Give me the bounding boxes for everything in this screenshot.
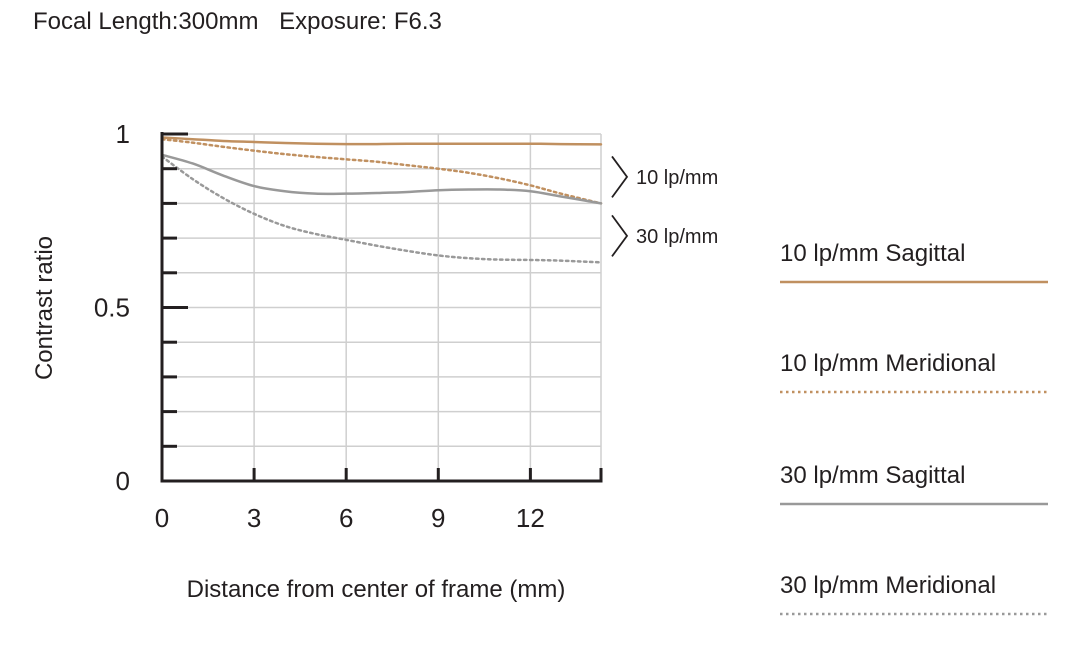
legend-swatch-solid-gray (780, 502, 1048, 506)
chart-header: Focal Length:300mm Exposure: F6.3 (33, 8, 442, 36)
legend-label: 30 lp/mm Meridional (780, 572, 997, 599)
legend-label: 30 lp/mm Sagittal (780, 462, 966, 489)
legend-swatch-solid-tan (780, 280, 1048, 284)
bracket-label-0: 10 lp/mm (636, 167, 718, 189)
series-line-1 (160, 137, 603, 205)
x-tick-label: 3 (247, 503, 261, 533)
bracket-1 (611, 214, 629, 257)
focal-length-label: Focal Length:300mm (33, 8, 259, 35)
series-line-3 (160, 155, 603, 264)
y-axis-label: Contrast ratio (31, 236, 58, 380)
legend-swatch-dotted-tan (780, 390, 1048, 394)
legend-item-30lp-meridional: 30 lp/mm Meridional (780, 572, 1048, 618)
legend-swatch-dotted-gray (780, 612, 1048, 616)
legend-label: 10 lp/mm Sagittal (780, 240, 966, 267)
y-tick-label: 0 (116, 466, 130, 496)
y-tick-label: 0.5 (94, 293, 130, 323)
legend-item-10lp-meridional: 10 lp/mm Meridional (780, 350, 1048, 396)
series-line-0 (160, 136, 603, 146)
exposure-label: Exposure: F6.3 (279, 8, 442, 35)
legend-label: 10 lp/mm Meridional (780, 350, 997, 377)
chart-axes: 0 0.5 1 0 3 6 9 12 (94, 119, 603, 533)
x-tick-label: 0 (155, 503, 169, 533)
bracket-label-1: 30 lp/mm (636, 226, 718, 248)
x-tick-label: 12 (516, 503, 545, 533)
x-tick-label: 9 (431, 503, 445, 533)
legend-item-30lp-sagittal: 30 lp/mm Sagittal (780, 462, 1048, 508)
chart-annotations: 10 lp/mm 30 lp/mm (611, 155, 718, 257)
series-line-2 (160, 153, 603, 205)
x-tick-label: 6 (339, 503, 353, 533)
x-axis-label: Distance from center of frame (mm) (187, 576, 566, 603)
chart-grid (161, 133, 602, 482)
chart-series (160, 136, 603, 264)
legend-item-10lp-sagittal: 10 lp/mm Sagittal (780, 240, 1048, 286)
bracket-0 (611, 155, 629, 198)
y-tick-label: 1 (116, 119, 130, 149)
